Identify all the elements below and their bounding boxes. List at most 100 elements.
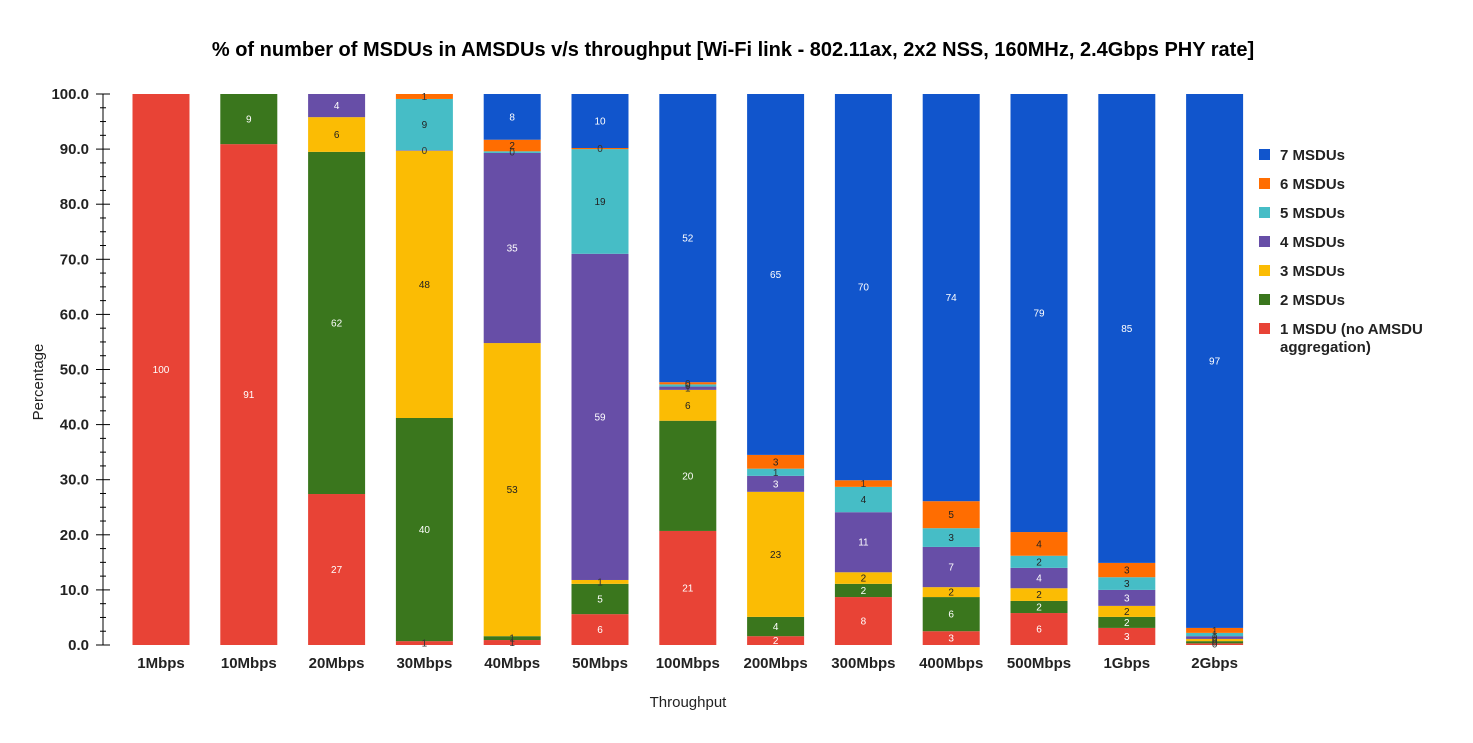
data-label: 1: [509, 634, 515, 645]
data-label: 6: [1036, 625, 1042, 636]
bar-segment: [922, 587, 980, 598]
bar-segment: [1010, 567, 1068, 589]
data-label: 0: [1212, 640, 1218, 651]
data-label: 6: [334, 130, 340, 141]
data-label: 1: [1212, 626, 1218, 637]
bar-segment: [483, 151, 541, 153]
data-label: 1: [773, 468, 779, 479]
data-label: 52: [682, 234, 694, 245]
bar-segment: [1010, 600, 1068, 614]
bar-segment: [659, 94, 717, 383]
bar-segment: [220, 144, 278, 646]
data-label: 59: [594, 412, 606, 423]
legend-swatch: [1259, 323, 1270, 334]
bar-stack-400Mbps: 3 6 2 7 3 5 74: [922, 94, 980, 645]
data-label: 0: [509, 148, 515, 159]
x-tick-label: 500Mbps: [1007, 655, 1071, 672]
data-label: 2: [1124, 607, 1130, 618]
bar-segment: [922, 597, 980, 632]
bar-segment: [747, 468, 805, 476]
x-tick-label: 20Mbps: [309, 655, 365, 672]
bar-segment: [483, 343, 541, 637]
legend-label: 2 MSDUs: [1280, 292, 1345, 309]
y-tick-label: 60.0: [60, 306, 89, 323]
data-label: 5: [597, 594, 603, 605]
data-label: 4: [1036, 574, 1042, 585]
bar-segment: [1098, 605, 1156, 617]
data-label: 2: [509, 141, 515, 152]
data-label: 0: [685, 379, 691, 390]
legend-label: 7 MSDUs: [1280, 147, 1345, 164]
data-label: 3: [1124, 579, 1130, 590]
data-label: 8: [509, 112, 515, 123]
data-label: 74: [946, 293, 958, 304]
data-label: 62: [331, 318, 343, 329]
data-label: 53: [507, 485, 519, 496]
bar-stack-20Mbps: 27 62 6 4: [308, 94, 366, 645]
bar-segment: [308, 94, 366, 118]
data-label: 0: [597, 144, 603, 155]
bar-segment: [571, 94, 629, 148]
data-label: 1: [422, 639, 428, 650]
legend: 7 MSDUs 6 MSDUs 5 MSDUs 4 MSDUs 3 MSDUs 2 MSD…: [1259, 147, 1423, 356]
data-label: 1: [422, 92, 428, 103]
bar-segment: [747, 491, 805, 617]
data-label: 2: [1036, 590, 1042, 601]
y-tick-label: 50.0: [60, 362, 89, 379]
y-tick-label: 70.0: [60, 251, 89, 268]
bar-segment: [395, 150, 453, 418]
legend-swatch: [1259, 149, 1270, 160]
data-label: 97: [1209, 356, 1221, 367]
data-label: 2: [861, 574, 867, 585]
data-label: 2: [1036, 557, 1042, 568]
bar-segment: [747, 636, 805, 645]
data-label: 0: [685, 381, 691, 392]
data-label: 23: [770, 550, 782, 561]
legend-item: 4 MSDUs: [1259, 234, 1345, 251]
bar-segment: [659, 530, 717, 645]
legend-label: 5 MSDUs: [1280, 205, 1345, 222]
data-label: 0: [1212, 633, 1218, 644]
data-label: 2: [773, 636, 779, 647]
legend-label: aggregation): [1280, 339, 1371, 356]
data-label: 6: [948, 610, 954, 621]
bar-segment: [834, 480, 892, 487]
bar-segment: [483, 94, 541, 140]
y-tick-label: 30.0: [60, 472, 89, 489]
bar-segment: [834, 572, 892, 584]
data-label: 0: [1212, 636, 1218, 647]
data-label: 0: [422, 146, 428, 157]
bar-segment: [483, 636, 541, 641]
legend-swatch: [1259, 294, 1270, 305]
bar-segment: [1010, 555, 1068, 568]
x-tick-label: 400Mbps: [919, 655, 983, 672]
bar-segment: [1010, 588, 1068, 601]
data-label: 4: [861, 495, 867, 506]
bar-segment: [747, 616, 805, 637]
bar-segment: [1098, 616, 1156, 628]
data-label: 70: [858, 283, 870, 294]
data-label: 8: [861, 617, 867, 628]
data-label: 3: [948, 533, 954, 544]
data-label: 4: [334, 101, 340, 112]
x-tick-label: 100Mbps: [656, 655, 720, 672]
data-label: 100: [153, 365, 170, 376]
data-label: 2: [1036, 602, 1042, 613]
bar-segment: [395, 94, 453, 99]
data-label: 6: [685, 401, 691, 412]
bar-segment: [132, 94, 190, 645]
bar-segment: [922, 528, 980, 547]
data-label: 9: [422, 120, 428, 131]
bar-segment: [834, 94, 892, 481]
data-label: 5: [948, 510, 954, 521]
legend-item: 5 MSDUs: [1259, 205, 1345, 222]
bar-segment: [1098, 589, 1156, 606]
bar-segment: [1186, 638, 1244, 642]
bar-segment: [308, 151, 366, 495]
bar-segment: [1098, 577, 1156, 590]
bar-segment: [571, 579, 629, 584]
legend-label: 6 MSDUs: [1280, 176, 1345, 193]
bar-segment: [834, 486, 892, 513]
x-tick-label: 50Mbps: [572, 655, 628, 672]
